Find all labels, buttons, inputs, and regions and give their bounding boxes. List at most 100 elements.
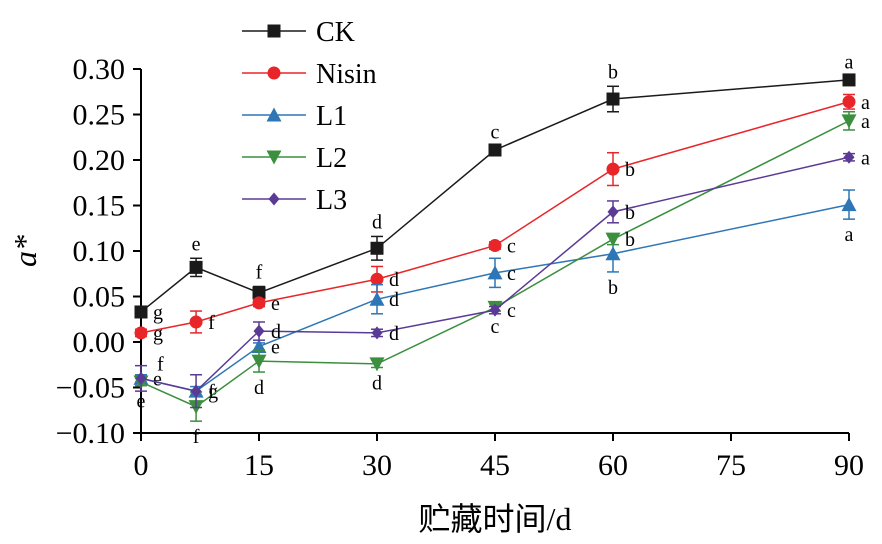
legend: CK Nisin L1 L2 L3 [242, 17, 377, 216]
y-tick-label: −0.10 [56, 417, 125, 450]
data-point [605, 232, 621, 247]
y-tick-label: 0.05 [73, 281, 126, 314]
legend-marker [267, 24, 281, 38]
x-tick-label: 75 [716, 449, 746, 482]
significance-label: e [153, 368, 162, 390]
data-point [606, 162, 620, 176]
legend-item-l1: L1 [242, 101, 347, 132]
x-tick-label: 60 [598, 449, 628, 482]
data-point [841, 197, 857, 212]
significance-label: a [845, 51, 854, 73]
data-point [606, 92, 620, 106]
significance-label: f [193, 426, 200, 448]
legend-item-l2: L2 [242, 143, 347, 174]
significance-label: a [861, 147, 870, 169]
data-point [369, 291, 385, 306]
significance-label: g [153, 323, 163, 345]
data-point [135, 371, 147, 385]
significance-label: c [507, 300, 516, 322]
legend-label: Nisin [316, 59, 377, 90]
data-point [488, 239, 502, 253]
significance-label: a [845, 224, 854, 246]
data-point [189, 260, 203, 274]
y-tick-label: 0.00 [73, 326, 126, 359]
legend-marker [267, 66, 281, 80]
significance-label: f [208, 381, 215, 403]
legend-label: CK [316, 17, 355, 48]
y-tick-label: 0.15 [73, 190, 126, 223]
significance-label: e [192, 233, 201, 255]
significance-label: f [208, 312, 215, 334]
legend-marker [268, 192, 280, 206]
significance-label: b [625, 202, 635, 224]
legend-label: L3 [316, 185, 347, 216]
legend-item-nisin: Nisin [242, 59, 377, 90]
data-point [371, 326, 383, 340]
data-point [189, 315, 203, 329]
data-point [843, 150, 855, 164]
data-point [487, 265, 503, 280]
data-point [489, 303, 501, 317]
significance-label: g [208, 381, 218, 403]
significance-label: d [389, 289, 399, 311]
data-point [607, 205, 619, 219]
data-point [605, 246, 621, 261]
significance-label: f [256, 261, 263, 283]
significance-label: c [491, 121, 500, 143]
data-point [370, 241, 384, 255]
significance-label: b [608, 277, 618, 299]
x-tick-label: 30 [362, 449, 392, 482]
significance-label: d [254, 377, 264, 399]
significance-label: b [625, 159, 635, 181]
legend-item-ck: CK [242, 17, 355, 48]
axes: −0.10 −0.05 0.00 0.05 0.10 0.15 0.20 0.25 0.30 0 1… [56, 53, 864, 482]
data-point [488, 143, 502, 157]
x-tick-label: 0 [134, 449, 149, 482]
legend-label: L1 [316, 101, 347, 132]
significance-label: d [389, 323, 399, 345]
data-point [251, 354, 267, 369]
significance-label: f [157, 353, 164, 375]
data-point [134, 326, 148, 340]
significance-label: b [625, 229, 635, 251]
legend-marker [266, 107, 282, 122]
significance-label: e [271, 293, 280, 315]
x-tick-label: 15 [244, 449, 274, 482]
data-point [842, 73, 856, 87]
data-point [134, 305, 148, 319]
significance-label: c [507, 263, 516, 285]
significance-label: g [153, 302, 163, 324]
legend-item-l3: L3 [242, 185, 347, 216]
data-point [252, 296, 266, 310]
significance-label: c [491, 316, 500, 338]
y-tick-label: 0.10 [73, 235, 126, 268]
data-point [841, 114, 857, 129]
data-point [370, 272, 384, 286]
x-tick-label: 90 [834, 449, 864, 482]
significance-label: d [372, 211, 382, 233]
legend-label: L2 [316, 143, 347, 174]
significance-label: d [271, 321, 281, 343]
significance-label: e [271, 337, 280, 359]
significance-label: a [861, 111, 870, 133]
significance-label: e [137, 391, 146, 413]
significance-label: d [372, 372, 382, 394]
legend-marker [266, 150, 282, 165]
data-point [190, 384, 202, 398]
significance-label: a [861, 92, 870, 114]
series-line-l1 [140, 203, 850, 392]
x-tick-label: 45 [480, 449, 510, 482]
data-point [253, 324, 265, 338]
data-point [842, 95, 856, 109]
significance-label: d [389, 269, 399, 291]
significance-label: b [608, 61, 618, 83]
y-tick-label: 0.30 [73, 53, 126, 86]
y-tick-label: 0.25 [73, 99, 126, 132]
x-axis-label: 贮藏时间/d [419, 501, 572, 537]
